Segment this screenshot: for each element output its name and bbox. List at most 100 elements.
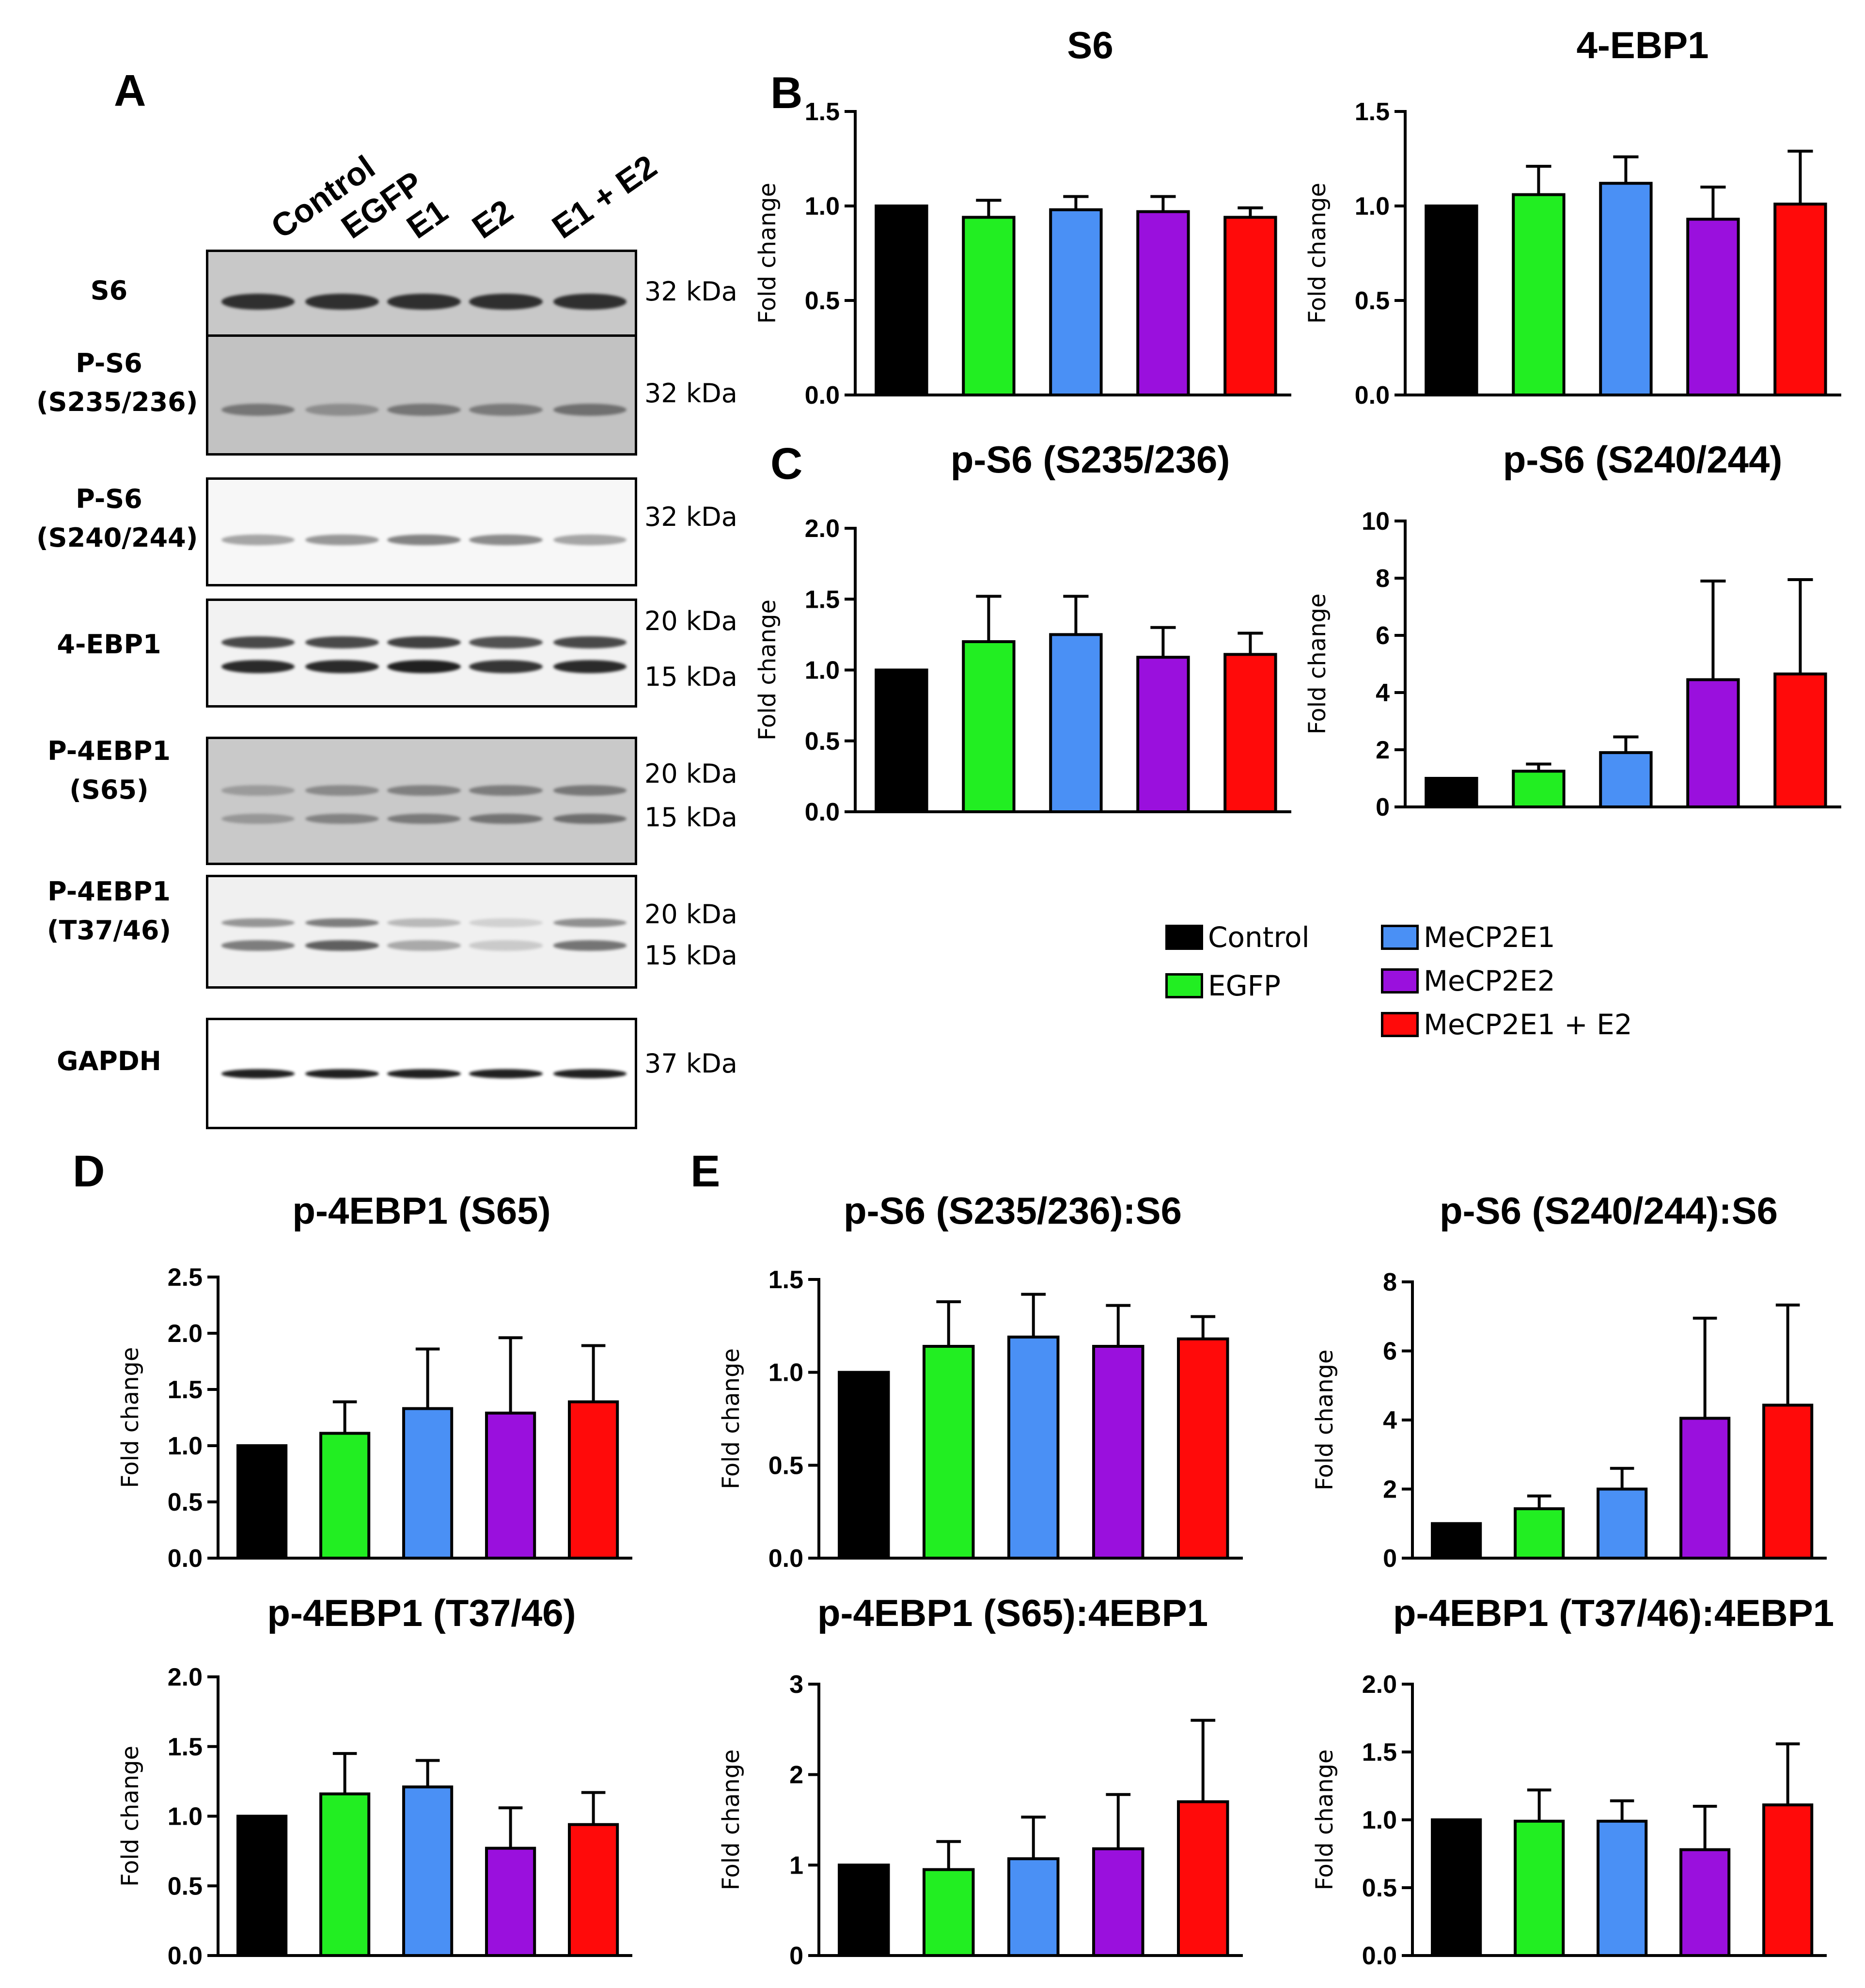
- y-tick-label: 0.5: [168, 1872, 203, 1900]
- y-tick-label: 6: [1376, 622, 1390, 650]
- y-tick-label: 2.0: [168, 1663, 203, 1691]
- chart-p4t37: p-4EBP1 (T37/46) Fold change 0.0 0.5 1.0 1.5 2…: [117, 1592, 632, 1970]
- y-tick-label: 0.0: [768, 1545, 803, 1573]
- y-axis-label: Fold change: [1311, 1750, 1338, 1891]
- blot-band: [553, 636, 627, 648]
- kda-marker: 20 kDa: [644, 758, 737, 789]
- y-tick-label: 1.0: [768, 1359, 803, 1387]
- legend-item-control: Control: [1165, 921, 1310, 954]
- blot-band: [469, 1069, 543, 1078]
- blot-band: [469, 403, 543, 416]
- y-tick-label: 1.0: [1355, 192, 1390, 221]
- bar-mecp2e1-e2: [1177, 1800, 1229, 1957]
- bar-egfp: [1512, 193, 1566, 396]
- y-tick-label: 1.5: [1355, 98, 1390, 126]
- blot-band: [221, 534, 295, 545]
- blot-band: [387, 403, 461, 416]
- blot-band: [305, 534, 379, 545]
- blot-band: [305, 660, 379, 673]
- bar-egfp: [923, 1345, 975, 1560]
- y-tick-label: 2.5: [168, 1263, 203, 1292]
- panel-letter-d: D: [73, 1147, 105, 1196]
- bar-egfp: [923, 1868, 975, 1957]
- legend-label-mecp2e1-e2: MeCP2E1 + E2: [1424, 1008, 1632, 1041]
- bar-mecp2e1-e2: [1773, 203, 1827, 396]
- y-tick-label: 1.5: [805, 585, 840, 614]
- bar-mecp2e1: [402, 1407, 454, 1560]
- bar-mecp2e2: [1686, 678, 1740, 808]
- y-tick-label: 4: [1383, 1406, 1397, 1435]
- bar-control: [838, 1371, 890, 1560]
- blot-band: [387, 294, 461, 310]
- chart-title: p-S6 (S235/236): [951, 438, 1230, 481]
- y-tick-label: 0.0: [168, 1942, 203, 1970]
- blot-band: [305, 1069, 379, 1078]
- y-axis-label: Fold change: [117, 1746, 144, 1887]
- legend-swatch-mecp2e2: [1381, 968, 1419, 994]
- blot-band: [553, 1069, 627, 1078]
- bar-egfp: [319, 1792, 371, 1957]
- blot-band: [387, 785, 461, 796]
- bar-mecp2e2: [1136, 656, 1190, 814]
- kda-marker: 37 kDa: [644, 1048, 737, 1079]
- y-tick-label: 0.0: [805, 798, 840, 826]
- y-tick-label: 2: [1383, 1476, 1397, 1504]
- legend-item-mecp2e2: MeCP2E2: [1381, 964, 1555, 997]
- y-tick-label: 1.5: [168, 1733, 203, 1761]
- bar-mecp2e1: [1597, 1487, 1648, 1560]
- kda-marker: 32 kDa: [644, 378, 737, 409]
- blot-band: [553, 940, 627, 951]
- bar-mecp2e2: [1686, 218, 1740, 396]
- y-tick-label: 1.0: [168, 1432, 203, 1460]
- kda-marker: 15 kDa: [644, 802, 737, 833]
- chart-ps6a_s6: p-S6 (S235/236):S6 Fold change 0.0 0.5 1.0 1.…: [718, 1189, 1243, 1573]
- y-tick-label: 0.0: [1355, 381, 1390, 410]
- panel-letter-a: A: [114, 66, 146, 115]
- bar-mecp2e2: [1092, 1345, 1144, 1560]
- blot-label: P-S6 (S235/236): [36, 348, 198, 417]
- blot-6: [206, 875, 637, 989]
- blot-band: [221, 660, 295, 673]
- y-tick-label: 0.5: [168, 1488, 203, 1516]
- bar-mecp2e1-e2: [1223, 216, 1277, 396]
- blot-band: [305, 785, 379, 796]
- y-tick-label: 2: [789, 1761, 803, 1789]
- blot-label: P-4EBP1 (T37/46): [47, 876, 172, 946]
- y-tick-label: 6: [1383, 1338, 1397, 1366]
- legend-swatch-control: [1165, 925, 1203, 950]
- bar-mecp2e1: [1597, 1819, 1648, 1957]
- panel-letter-c: C: [770, 439, 803, 489]
- blot-band: [553, 660, 627, 673]
- bar-mecp2e1-e2: [1223, 653, 1277, 813]
- legend-swatch-mecp2e1: [1381, 925, 1419, 950]
- bar-control: [875, 205, 928, 396]
- y-tick-label: 0: [1383, 1545, 1397, 1573]
- blot-band: [221, 918, 295, 928]
- blot-band: [553, 813, 627, 824]
- bar-mecp2e2: [485, 1846, 536, 1957]
- bar-egfp: [962, 216, 1016, 396]
- y-tick-label: 1.5: [1362, 1738, 1397, 1767]
- bar-egfp: [1514, 1819, 1565, 1957]
- chart-ebp1: 4-EBP1 Fold change 0.0 0.5 1.0 1.5: [1304, 24, 1841, 410]
- y-tick-label: 1.5: [768, 1266, 803, 1294]
- y-tick-label: 4: [1376, 679, 1390, 707]
- y-tick-label: 0.0: [805, 381, 840, 410]
- legend-label-egfp: EGFP: [1208, 969, 1281, 1002]
- y-tick-label: 1: [789, 1851, 803, 1879]
- bar-mecp2e1-e2: [1762, 1803, 1814, 1957]
- chart-title: p-S6 (S240/244):S6: [1440, 1189, 1778, 1232]
- blot-5: [206, 737, 637, 865]
- blot-band: [469, 940, 543, 951]
- blot-band: [553, 785, 627, 796]
- kda-marker: 20 kDa: [644, 899, 737, 930]
- blot-band: [305, 636, 379, 648]
- blot-label: 4-EBP1: [57, 629, 161, 660]
- blot-band: [387, 940, 461, 951]
- bar-mecp2e1: [1049, 208, 1103, 396]
- blot-band: [553, 403, 627, 416]
- bar-control: [1425, 777, 1478, 808]
- blot-2: [206, 334, 637, 456]
- blot-band: [221, 785, 295, 796]
